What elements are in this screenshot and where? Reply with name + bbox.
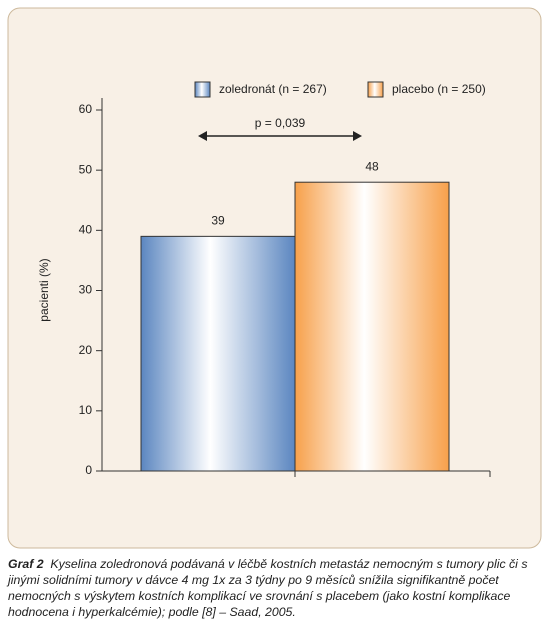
bar [140, 235, 296, 472]
value-label: 48 [365, 159, 379, 173]
y-tick-label: 0 [85, 463, 92, 477]
legend-swatch [194, 81, 211, 98]
caption-label: Graf 2 [8, 557, 44, 571]
bar [294, 181, 450, 472]
chart: pacienti (%) p = 0,039 0 10 20 30 40 50 60 zole… [7, 7, 542, 549]
legend-label: zoledronát (n = 267) [219, 82, 327, 96]
legend-swatch [367, 81, 384, 98]
legend-label: placebo (n = 250) [392, 82, 486, 96]
caption: Graf 2 Kyselina zoledronová podávaná v l… [8, 556, 538, 620]
y-tick-label: 20 [79, 343, 93, 357]
caption-text: Kyselina zoledronová podávaná v léčbě ko… [8, 557, 528, 619]
value-label: 39 [211, 214, 225, 228]
y-tick-label: 50 [79, 162, 93, 176]
y-tick-label: 30 [79, 283, 93, 297]
y-tick-label: 60 [79, 102, 93, 116]
annotation: p = 0,039 [255, 116, 306, 130]
y-axis-label: pacienti (%) [37, 258, 51, 321]
y-tick-label: 10 [79, 403, 93, 417]
y-tick-label: 40 [79, 223, 93, 237]
